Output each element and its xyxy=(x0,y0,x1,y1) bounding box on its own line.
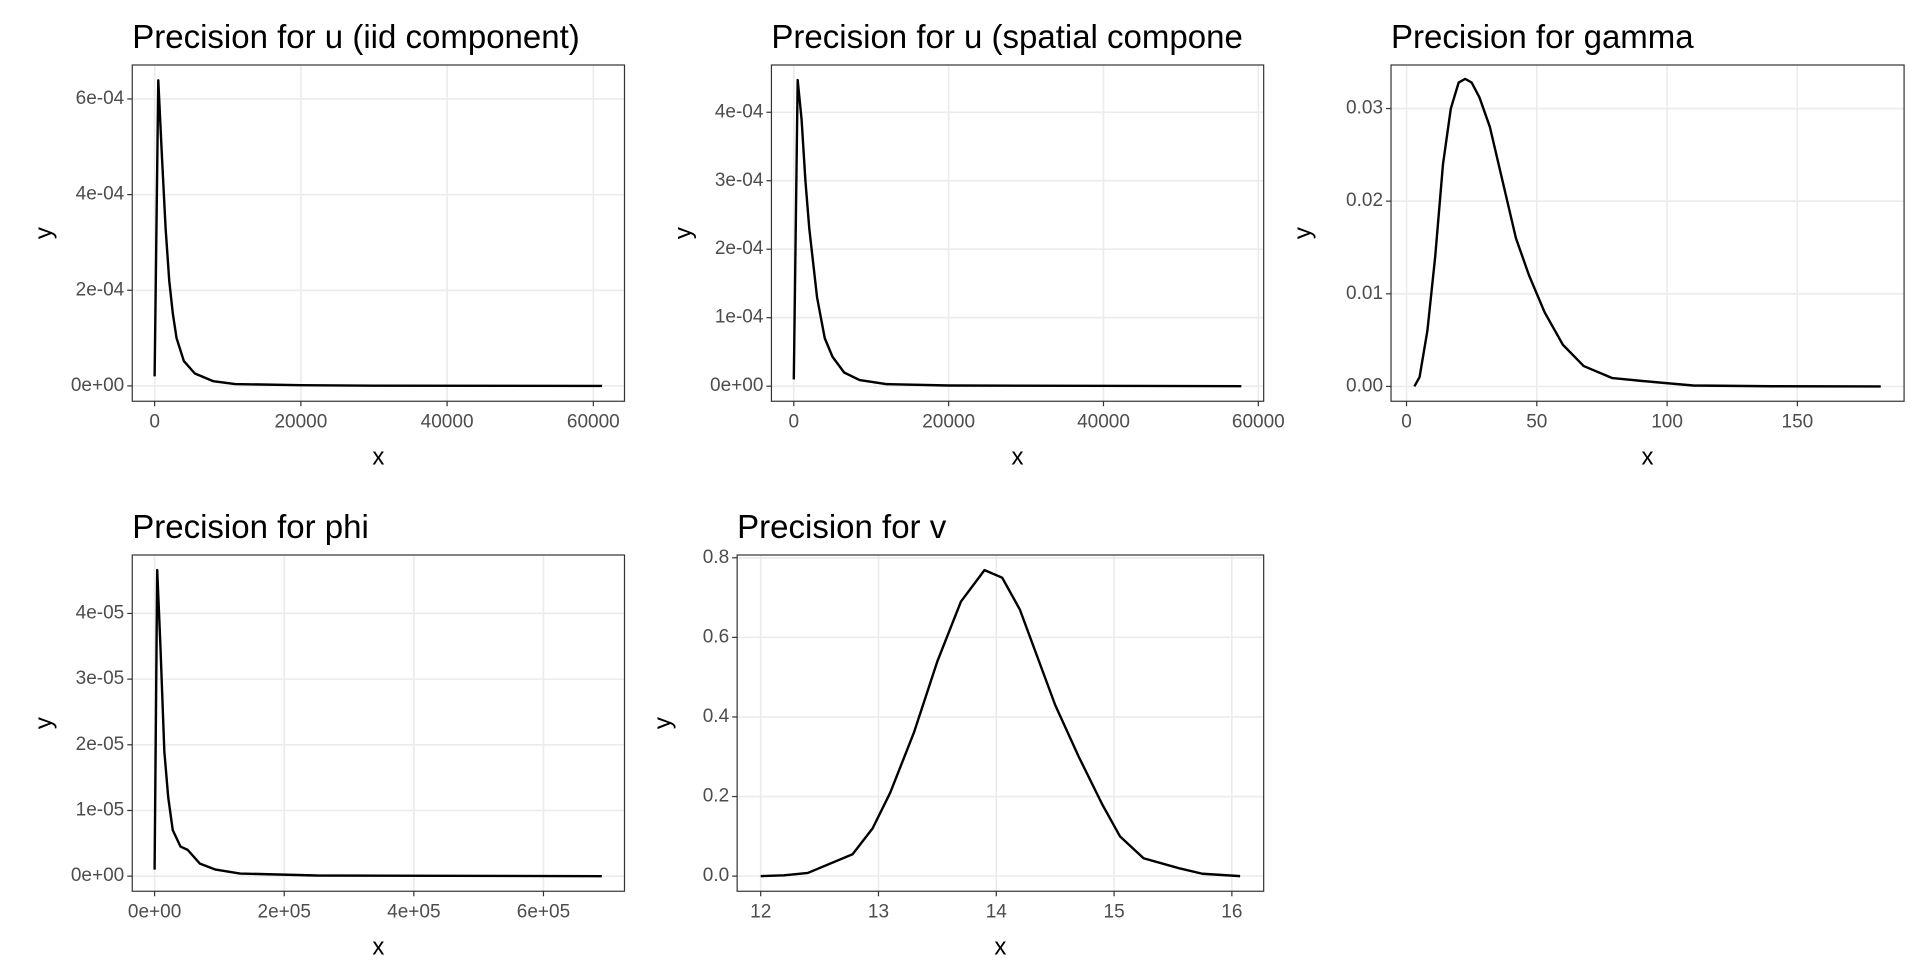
plot-border xyxy=(736,554,1265,892)
x-tick-label: 15 xyxy=(1104,901,1125,922)
x-tick-label: 60000 xyxy=(567,411,620,432)
panel: 0e+00 2e-04 4e-04 6e-04 0 20000 40000 60000 Prec… xyxy=(31,18,626,471)
x-tick-label: 0e+00 xyxy=(128,901,181,922)
y-axis-label: y xyxy=(649,717,676,729)
y-tick-label: 2e-04 xyxy=(76,279,125,300)
x-tick-label: 0 xyxy=(1401,411,1412,432)
y-tick-label: 0.0 xyxy=(703,865,729,886)
chart-title: Precision for gamma xyxy=(1391,18,1694,55)
x-axis-label: x xyxy=(994,934,1006,960)
y-tick-label: 0.6 xyxy=(703,626,729,647)
x-tick-label: 4e+05 xyxy=(387,901,440,922)
y-tick-label: 0.01 xyxy=(1346,283,1383,304)
chart-title: Precision for v xyxy=(737,508,947,545)
x-axis-label: x xyxy=(1012,444,1024,471)
y-tick-label: 1e-04 xyxy=(715,307,764,328)
density-line xyxy=(153,568,602,878)
x-axis-label: x xyxy=(1642,444,1654,471)
y-tick-label: 3e-05 xyxy=(76,668,125,689)
y-tick-label: 2e-05 xyxy=(76,734,125,755)
y-tick-label: 0e+00 xyxy=(71,865,124,886)
plot-border xyxy=(1390,64,1905,402)
y-tick-label: 6e-04 xyxy=(76,88,125,109)
panel: 0e+00 1e-05 2e-05 3e-05 4e-05 0e+00 2e+05 4e+05… xyxy=(31,508,626,960)
plot-border xyxy=(131,554,626,892)
plot-background xyxy=(771,65,1264,402)
x-tick-label: 14 xyxy=(986,901,1008,922)
y-tick-label: 0.00 xyxy=(1346,375,1383,396)
density-line xyxy=(760,568,1241,878)
y-axis-label: y xyxy=(1289,227,1316,239)
x-tick-label: 60000 xyxy=(1232,411,1285,432)
panel: 0.00 0.01 0.02 0.03 0 50 100 150 Precision for g… xyxy=(1289,18,1905,471)
y-tick-label: 4e-05 xyxy=(76,602,125,623)
x-axis-label: x xyxy=(372,444,384,471)
density-line xyxy=(1413,77,1881,388)
plot-background xyxy=(132,555,625,892)
y-axis-label: y xyxy=(31,227,58,239)
plot-background xyxy=(737,555,1264,892)
x-tick-label: 20000 xyxy=(274,411,327,432)
y-tick-label: 0.2 xyxy=(703,786,729,807)
y-axis-label: y xyxy=(31,717,58,729)
y-tick-label: 4e-04 xyxy=(76,184,125,205)
y-tick-label: 1e-05 xyxy=(76,799,125,820)
panel: 0e+00 1e-04 2e-04 3e-04 4e-04 0 20000 40000 6000… xyxy=(670,18,1285,471)
x-tick-label: 40000 xyxy=(421,411,474,432)
y-tick-label: 3e-04 xyxy=(715,170,764,191)
y-tick-label: 0.02 xyxy=(1346,190,1383,211)
x-tick-label: 150 xyxy=(1782,411,1814,432)
x-tick-label: 20000 xyxy=(922,411,975,432)
x-tick-label: 40000 xyxy=(1077,411,1130,432)
plot-background xyxy=(132,65,625,402)
x-tick-label: 100 xyxy=(1651,411,1683,432)
y-tick-label: 0e+00 xyxy=(71,375,124,396)
x-tick-label: 16 xyxy=(1221,901,1242,922)
plot-border xyxy=(131,64,626,402)
x-tick-label: 13 xyxy=(868,901,889,922)
y-tick-label: 0.4 xyxy=(703,706,730,727)
panel: 0.0 0.2 0.4 0.6 0.8 12 13 14 15 16 Precision for v… xyxy=(649,508,1265,960)
x-tick-label: 12 xyxy=(750,901,771,922)
x-axis-label: x xyxy=(372,934,384,960)
y-tick-label: 4e-04 xyxy=(715,101,764,122)
x-tick-label: 0 xyxy=(149,411,160,432)
x-tick-label: 50 xyxy=(1526,411,1547,432)
chart-title: Precision for phi xyxy=(132,508,369,545)
y-tick-label: 0e+00 xyxy=(710,375,763,396)
y-axis-label: y xyxy=(670,227,697,239)
y-tick-label: 0.03 xyxy=(1346,98,1383,119)
y-tick-label: 2e-04 xyxy=(715,238,764,259)
y-tick-label: 0.8 xyxy=(703,547,729,568)
plot-background xyxy=(1391,65,1905,402)
x-tick-label: 6e+05 xyxy=(517,901,570,922)
chart-title: Precision for u (iid component) xyxy=(132,18,580,55)
plot-border xyxy=(770,64,1265,402)
density-line xyxy=(792,78,1242,388)
chart-title: Precision for u (spatial compone xyxy=(771,18,1242,55)
x-tick-label: 0 xyxy=(789,411,800,432)
x-tick-label: 2e+05 xyxy=(258,901,311,922)
density-line xyxy=(153,79,603,388)
